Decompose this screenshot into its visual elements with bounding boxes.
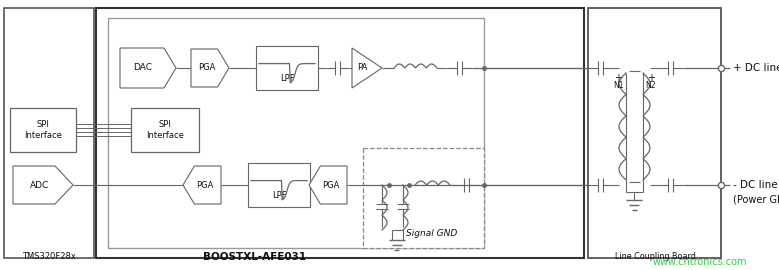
Polygon shape (13, 166, 73, 204)
Text: Signal GND: Signal GND (406, 229, 457, 238)
Text: +: + (614, 73, 622, 83)
Text: www.cntronics.com: www.cntronics.com (653, 257, 747, 267)
Bar (256, 46, 318, 90)
Polygon shape (191, 49, 229, 87)
Bar (363, 148, 484, 248)
Text: - DC line: - DC line (733, 180, 777, 190)
Text: Line Coupling Board: Line Coupling Board (615, 252, 696, 261)
Text: SPI
Interface: SPI Interface (146, 120, 184, 140)
Bar (588, 8, 721, 258)
Bar (10, 108, 76, 152)
Text: LPF: LPF (272, 191, 287, 200)
Text: PGA: PGA (199, 63, 216, 73)
Text: PA: PA (357, 63, 367, 73)
Bar (4, 8, 94, 258)
Text: N1: N1 (614, 82, 624, 90)
Bar (131, 108, 199, 152)
Text: (Power GND): (Power GND) (733, 194, 779, 204)
Polygon shape (309, 166, 347, 204)
Polygon shape (120, 48, 176, 88)
Text: + DC line: + DC line (733, 63, 779, 73)
Bar (108, 18, 484, 248)
Text: TMS320F28x: TMS320F28x (22, 252, 76, 261)
Text: DAC: DAC (133, 63, 153, 73)
Text: N2: N2 (646, 82, 656, 90)
Text: SPI
Interface: SPI Interface (24, 120, 62, 140)
Text: BOOSTXL-AFE031: BOOSTXL-AFE031 (203, 252, 307, 262)
Text: LPF: LPF (280, 74, 294, 83)
Polygon shape (352, 48, 382, 88)
Text: +: + (647, 73, 655, 83)
Text: ADC: ADC (30, 181, 50, 190)
Text: PGA: PGA (323, 181, 340, 190)
Text: PGA: PGA (196, 181, 213, 190)
Bar (96, 8, 584, 258)
Bar (248, 163, 310, 207)
Polygon shape (183, 166, 221, 204)
